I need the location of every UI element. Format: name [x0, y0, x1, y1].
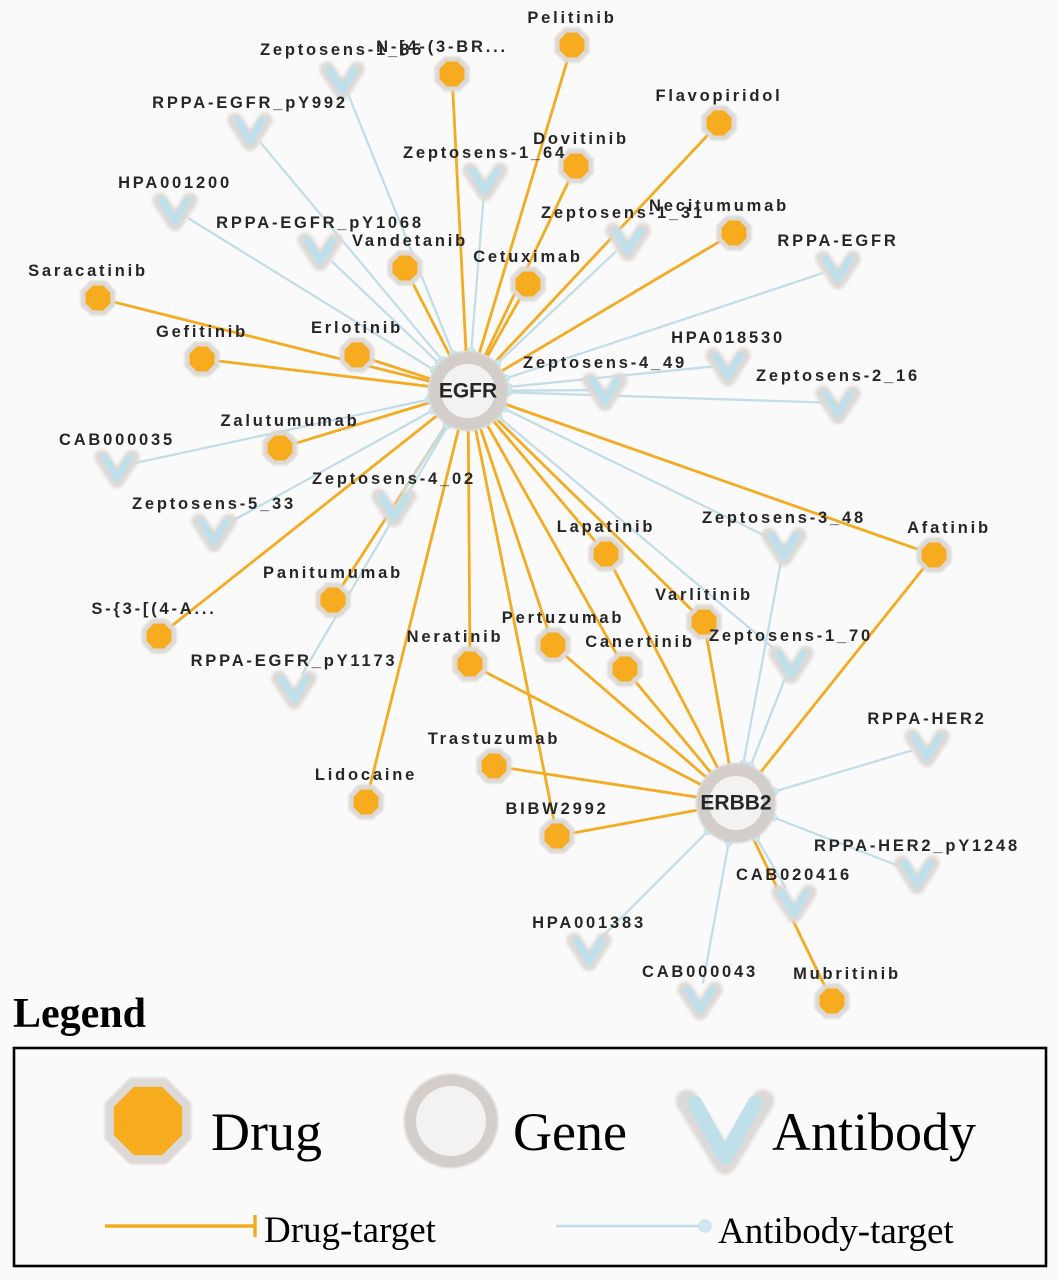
svg-text:Antibody: Antibody [772, 1102, 976, 1162]
svg-text:Saracatinib: Saracatinib [28, 262, 148, 280]
svg-text:Zeptosens-4_49: Zeptosens-4_49 [523, 354, 687, 372]
svg-text:Pertuzumab: Pertuzumab [502, 609, 624, 627]
svg-text:Zeptosens-1_70: Zeptosens-1_70 [709, 627, 873, 645]
svg-text:Antibody-target: Antibody-target [718, 1211, 954, 1252]
svg-text:Canertinib: Canertinib [585, 633, 695, 651]
svg-text:HPA001383: HPA001383 [532, 914, 646, 932]
svg-text:Zeptosens-4_02: Zeptosens-4_02 [312, 470, 476, 488]
svg-text:Afatinib: Afatinib [907, 519, 991, 537]
svg-text:Neratinib: Neratinib [407, 628, 504, 646]
svg-text:Lapatinib: Lapatinib [557, 518, 656, 536]
svg-text:Drug-target: Drug-target [264, 1210, 437, 1251]
svg-text:ERBB2: ERBB2 [700, 792, 771, 815]
svg-text:Panitumumab: Panitumumab [263, 564, 403, 582]
svg-text:RPPA-EGFR_pY1068: RPPA-EGFR_pY1068 [216, 214, 424, 232]
svg-text:Flavopiridol: Flavopiridol [655, 87, 782, 105]
svg-text:Zalutumumab: Zalutumumab [221, 412, 360, 430]
svg-text:Vandetanib: Vandetanib [352, 232, 468, 250]
svg-text:RPPA-HER2: RPPA-HER2 [867, 710, 986, 728]
svg-text:Gefitinib: Gefitinib [156, 323, 248, 341]
svg-text:RPPA-HER2_pY1248: RPPA-HER2_pY1248 [814, 837, 1020, 855]
svg-text:CAB020416: CAB020416 [736, 866, 852, 884]
svg-text:Zeptosens-5_33: Zeptosens-5_33 [132, 495, 296, 513]
svg-text:Zeptosens-1_64: Zeptosens-1_64 [403, 144, 567, 162]
svg-text:RPPA-EGFR: RPPA-EGFR [777, 232, 898, 250]
svg-text:Drug: Drug [211, 1102, 322, 1162]
svg-text:Zeptosens-2_16: Zeptosens-2_16 [756, 367, 920, 385]
svg-text:CAB000043: CAB000043 [642, 963, 758, 981]
svg-text:Erlotinib: Erlotinib [311, 319, 403, 337]
svg-text:RPPA-EGFR_pY1173: RPPA-EGFR_pY1173 [191, 652, 398, 670]
svg-text:Zeptosens-1_31: Zeptosens-1_31 [541, 204, 705, 222]
svg-text:HPA001200: HPA001200 [118, 174, 232, 192]
svg-text:Trastuzumab: Trastuzumab [428, 730, 561, 748]
svg-text:Gene: Gene [513, 1102, 627, 1162]
svg-text:Zeptosens-3_48: Zeptosens-3_48 [702, 509, 866, 527]
svg-text:Mubritinib: Mubritinib [793, 965, 901, 983]
svg-text:Pelitinib: Pelitinib [527, 9, 616, 27]
svg-text:S-{3-[(4-A...: S-{3-[(4-A... [91, 600, 216, 618]
svg-text:Varlitinib: Varlitinib [655, 586, 753, 604]
svg-text:BIBW2992: BIBW2992 [505, 800, 608, 818]
svg-text:EGFR: EGFR [439, 380, 497, 403]
svg-text:Legend: Legend [13, 991, 146, 1037]
svg-text:RPPA-EGFR_pY992: RPPA-EGFR_pY992 [152, 94, 348, 112]
svg-text:Lidocaine: Lidocaine [315, 766, 417, 784]
svg-text:Zeptosens-1_85: Zeptosens-1_85 [260, 41, 424, 59]
svg-text:CAB000035: CAB000035 [59, 431, 175, 449]
svg-text:Cetuximab: Cetuximab [473, 248, 583, 266]
svg-text:HPA018530: HPA018530 [671, 329, 785, 347]
